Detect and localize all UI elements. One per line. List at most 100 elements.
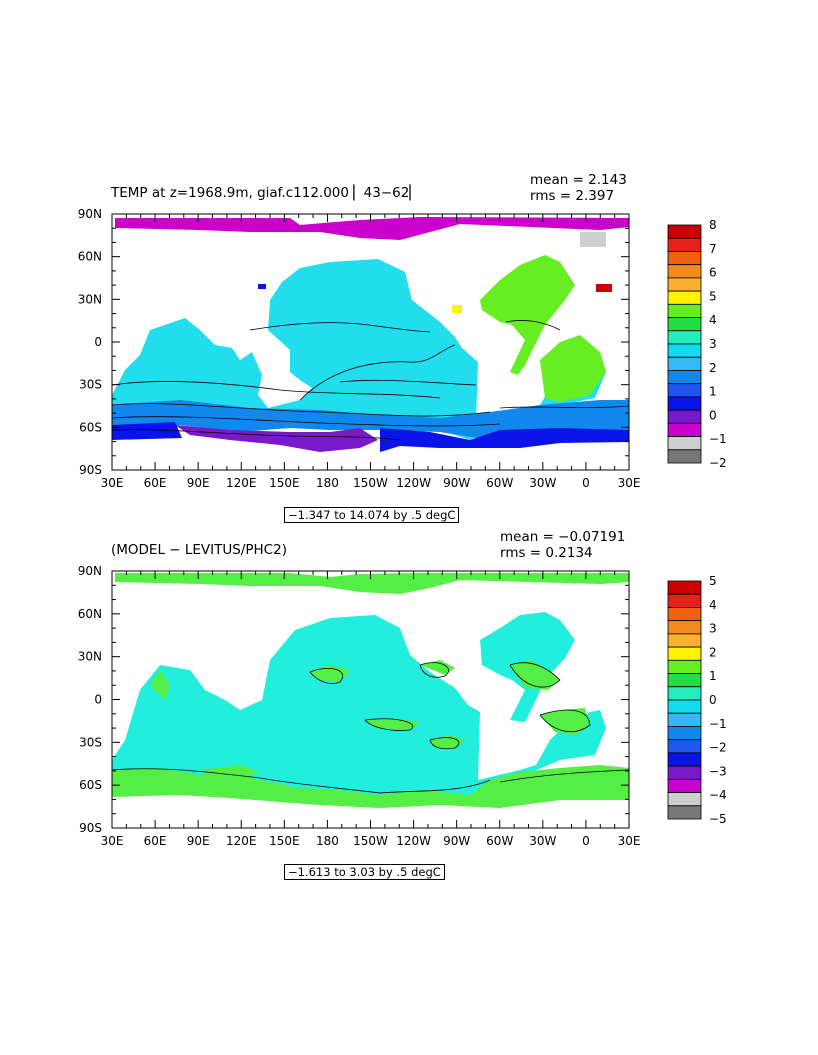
legend-swatch — [667, 752, 702, 767]
legend-label: −4 — [709, 788, 727, 802]
legend-label: −5 — [709, 812, 727, 826]
lat-label: 60N — [78, 607, 102, 621]
legend-swatch — [667, 436, 702, 451]
panel2-title: (MODEL − LEVITUS/PHC2) — [111, 542, 287, 558]
legend-swatch — [667, 646, 702, 661]
panel1-lon-labels: 30E 60E 90E 120E 150E 180 150W 120W 90W 60W 30W 0 30… — [101, 476, 641, 490]
lat-label: 0 — [94, 335, 102, 349]
lon-label: 90W — [443, 476, 470, 490]
legend-label: −2 — [709, 456, 727, 470]
legend-label: 2 — [709, 645, 717, 659]
lat-label: 60S — [79, 420, 102, 434]
legend-swatch — [667, 303, 702, 318]
lat-label: 30S — [79, 735, 102, 749]
lat-label: 30N — [78, 650, 102, 664]
legend-swatch — [667, 317, 702, 332]
panel2-legend: 5 4 3 2 1 0 −1 −2 −3 −4 −5 — [667, 574, 727, 826]
panel1-yellow-patch — [452, 305, 462, 313]
lon-label: 30E — [101, 476, 124, 490]
lat-label: 90S — [79, 463, 102, 477]
panel1-mean: mean = 2.143 — [530, 172, 627, 188]
legend-swatch — [667, 739, 702, 754]
lon-label: 120W — [396, 834, 431, 848]
lon-label: 120E — [226, 834, 257, 848]
legend-label: −1 — [709, 717, 727, 731]
lon-label: 90E — [187, 476, 210, 490]
panel2-arctic — [115, 573, 629, 594]
legend-swatch — [667, 356, 702, 371]
legend-swatch — [667, 765, 702, 780]
legend-label: 1 — [709, 385, 717, 399]
legend-label: 4 — [709, 313, 717, 327]
legend-label: 3 — [709, 337, 717, 351]
lon-label: 90W — [443, 834, 470, 848]
legend-label: −3 — [709, 764, 727, 778]
lat-label: 0 — [94, 693, 102, 707]
panel2-mean: mean = −0.07191 — [500, 529, 626, 545]
legend-swatch — [667, 409, 702, 424]
legend-label: 8 — [709, 218, 717, 232]
lon-label: 0 — [582, 834, 590, 848]
legend-label: 5 — [709, 289, 717, 303]
lon-label: 180 — [316, 834, 339, 848]
panel1-legend: 8 7 6 5 4 3 2 1 0 −1 −2 — [667, 218, 727, 470]
legend-swatch — [667, 237, 702, 252]
panel2-ocean — [112, 615, 606, 805]
legend-swatch — [667, 277, 702, 292]
legend-swatch — [667, 449, 702, 464]
lon-label: 180 — [316, 476, 339, 490]
lon-label: 150W — [353, 476, 388, 490]
lon-label: 30W — [529, 476, 556, 490]
panel1-ocean-indian — [112, 259, 606, 440]
panel1-blue-patch — [258, 284, 266, 289]
panel2-lon-labels: 30E 60E 90E 120E 150E 180 150W 120W 90W 60W 30W 0 30… — [101, 834, 641, 848]
lon-label: 30E — [101, 834, 124, 848]
lon-label: 90E — [187, 834, 210, 848]
legend-label: 2 — [709, 361, 717, 375]
legend-label: 6 — [709, 266, 717, 280]
panel1-antarctic — [175, 425, 378, 452]
legend-label: −1 — [709, 432, 727, 446]
lon-label: 60W — [486, 834, 513, 848]
panel1-range-note: −1.347 to 14.074 by .5 degC — [284, 507, 460, 523]
legend-swatch — [667, 370, 702, 385]
legend-label: 3 — [709, 622, 717, 636]
panel2-fields — [112, 573, 629, 808]
legend-swatch — [667, 607, 702, 622]
lon-label: 120W — [396, 476, 431, 490]
lat-label: 30S — [79, 378, 102, 392]
lon-label: 150E — [269, 834, 300, 848]
lon-label: 60W — [486, 476, 513, 490]
lat-label: 60S — [79, 778, 102, 792]
panel1-antarctic-dark — [112, 422, 629, 452]
panel1-ticks — [111, 213, 630, 471]
panel1-title: TEMP at z=1968.9m, giaf.c112.000 ▏43−62▏ — [111, 185, 420, 201]
legend-swatch — [667, 726, 702, 741]
lon-label: 30E — [618, 476, 641, 490]
legend-label: 7 — [709, 242, 717, 256]
legend-swatch — [667, 778, 702, 793]
lat-label: 90N — [78, 564, 102, 578]
legend-label: 5 — [709, 574, 717, 588]
panel2-map: 90N 60N 30N 0 30S 60S 90S 30E 60E 90E 120E 150E 180… — [78, 564, 727, 848]
panel2-lat-labels: 90N 60N 30N 0 30S 60S 90S — [78, 564, 102, 835]
legend-swatch — [667, 659, 702, 674]
legend-swatch — [667, 251, 702, 266]
legend-swatch — [667, 593, 702, 608]
legend-swatch — [667, 686, 702, 701]
lat-label: 60N — [78, 250, 102, 264]
legend-label: −2 — [709, 741, 727, 755]
legend-swatch — [667, 580, 702, 595]
lon-label: 30E — [618, 834, 641, 848]
lon-label: 60E — [144, 834, 167, 848]
lon-label: 150W — [353, 834, 388, 848]
panel2-ticks — [111, 570, 630, 829]
lon-label: 150E — [269, 476, 300, 490]
legend-swatch — [667, 699, 702, 714]
panel1-rms: rms = 2.397 — [530, 188, 615, 204]
lon-label: 0 — [582, 476, 590, 490]
legend-swatch — [667, 712, 702, 727]
panel2-range-note: −1.613 to 3.03 by .5 degC — [284, 864, 445, 880]
panel2-rms: rms = 0.2134 — [500, 545, 593, 561]
